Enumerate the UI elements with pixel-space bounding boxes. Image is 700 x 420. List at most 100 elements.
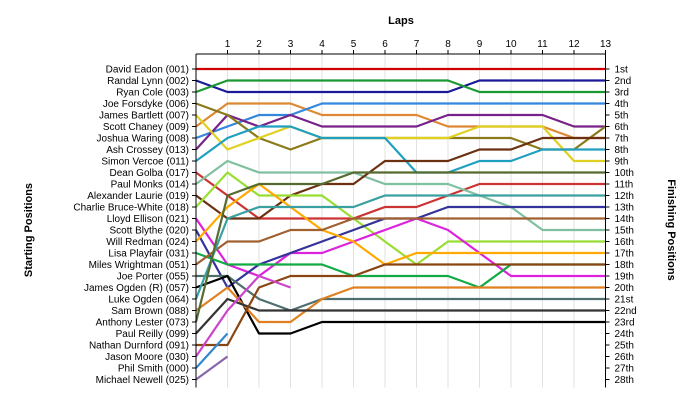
series-line <box>195 125 606 174</box>
finishing-position-label: 9th <box>615 157 629 168</box>
starting-position-label: James Bartlett (007) <box>99 111 189 122</box>
x-axis-title: Laps <box>388 15 414 27</box>
finishing-position-label: 13th <box>615 203 634 214</box>
series-lines <box>194 67 607 381</box>
series-line <box>195 79 606 94</box>
x-tick-label: 8 <box>445 39 451 50</box>
starting-position-label: Luke Ogden (064) <box>108 295 189 306</box>
finishing-position-labels: 1st2nd3rd4th5th6th7th8th9th10th11th12th1… <box>615 65 637 387</box>
x-tick-label: 5 <box>351 39 357 50</box>
finishing-position-label: 10th <box>615 168 634 179</box>
x-tick-label: 1 <box>225 39 231 50</box>
finishing-position-label: 27th <box>615 364 634 375</box>
finishing-position-label: 4th <box>615 99 629 110</box>
x-tick-label: 3 <box>288 39 294 50</box>
finishing-position-label: 6th <box>615 122 629 133</box>
finishing-position-label: 22nd <box>615 306 637 317</box>
finishing-position-label: 19th <box>615 272 634 283</box>
series-line <box>195 286 606 324</box>
finishing-position-label: 21st <box>615 295 634 306</box>
series-line <box>195 274 606 335</box>
right-axis-title: Finishing Positions <box>665 179 677 280</box>
starting-position-label: Paul Reilly (099) <box>116 329 189 340</box>
left-axis-title: Starting Positions <box>23 183 35 277</box>
series-line <box>195 332 229 369</box>
starting-position-label: Ryan Cole (003) <box>116 88 189 99</box>
starting-position-label: Ash Crossey (013) <box>106 145 189 156</box>
starting-position-label: Joe Forsdyke (006) <box>103 99 189 110</box>
starting-position-label: Randal Lynn (002) <box>107 76 189 87</box>
starting-position-label: Nathan Durnford (091) <box>89 341 189 352</box>
series-line <box>194 194 606 300</box>
finishing-position-label: 12th <box>615 191 634 202</box>
x-tick-label: 10 <box>505 39 517 50</box>
starting-position-label: Anthony Lester (073) <box>96 318 189 329</box>
x-tick-label: 4 <box>319 39 325 50</box>
finishing-position-label: 17th <box>615 249 634 260</box>
finishing-position-label: 24th <box>615 329 634 340</box>
finishing-position-label: 28th <box>615 375 634 386</box>
starting-position-label: Simon Vercoe (011) <box>101 157 189 168</box>
starting-position-label: Phil Smith (000) <box>118 364 189 375</box>
x-tick-labels: 1 2 3 4 5 6 7 8 9 10 11 12 13 <box>225 39 612 50</box>
finishing-position-label: 1st <box>615 65 629 76</box>
x-tick-label: 2 <box>256 39 262 50</box>
starting-position-label: James Ogden (R) (057) <box>84 283 189 294</box>
starting-position-label: Jason Moore (030) <box>105 352 189 363</box>
series-line <box>195 355 229 381</box>
series-line <box>195 136 606 220</box>
series-line <box>195 114 606 163</box>
series-line <box>195 102 606 140</box>
x-tick-label: 13 <box>600 39 612 50</box>
finishing-position-label: 18th <box>615 260 634 271</box>
starting-position-label: Charlie Bruce-White (018) <box>73 203 189 214</box>
starting-position-label: Michael Newell (025) <box>96 375 189 386</box>
starting-position-label: Miles Wrightman (051) <box>89 260 189 271</box>
series-line <box>194 171 606 323</box>
finishing-position-label: 26th <box>615 352 634 363</box>
finishing-position-label: 3rd <box>615 88 629 99</box>
finishing-position-label: 5th <box>615 111 629 122</box>
series-line <box>195 217 606 278</box>
x-tick-label: 11 <box>537 39 548 50</box>
axes <box>192 50 610 388</box>
series-line <box>195 159 606 232</box>
series-line <box>195 79 606 94</box>
finishing-position-label: 14th <box>615 214 634 225</box>
series-line <box>195 171 606 220</box>
finishing-position-label: 25th <box>615 341 634 352</box>
starting-position-label: Scott Blythe (020) <box>110 226 189 237</box>
starting-position-label: David Eadon (001) <box>106 65 189 76</box>
starting-position-label: Lloyd Ellison (021) <box>107 214 189 225</box>
finishing-position-label: 20th <box>615 283 634 294</box>
series-line <box>195 274 291 358</box>
finishing-position-label: 15th <box>615 226 634 237</box>
starting-position-label: Scott Chaney (009) <box>103 122 189 133</box>
series-line <box>195 171 606 266</box>
starting-position-label: Paul Monks (014) <box>111 180 189 191</box>
starting-position-label: Alexander Laurie (019) <box>87 191 189 202</box>
finishing-position-label: 2nd <box>615 76 632 87</box>
starting-position-label: Will Redman (024) <box>106 237 189 248</box>
starting-position-labels: David Eadon (001)Randal Lynn (002)Ryan C… <box>73 65 189 387</box>
series-line <box>195 113 606 151</box>
series-line <box>196 263 606 347</box>
x-tick-label: 9 <box>477 39 483 50</box>
finishing-position-label: 23rd <box>615 318 635 329</box>
starting-position-label: Joe Porter (055) <box>117 272 189 283</box>
starting-position-label: Lisa Playfair (031) <box>108 249 189 260</box>
series-line <box>195 182 606 266</box>
series-line <box>195 297 606 335</box>
finishing-position-label: 11th <box>615 180 634 191</box>
starting-position-label: Dean Golba (017) <box>110 168 190 179</box>
x-tick-label: 7 <box>414 39 420 50</box>
finishing-position-label: 16th <box>615 237 634 248</box>
series-line <box>196 274 606 312</box>
x-tick-label: 6 <box>382 39 388 50</box>
finishing-position-label: 8th <box>615 145 629 156</box>
finishing-position-label: 7th <box>615 134 629 145</box>
series-line <box>195 217 606 266</box>
starting-position-label: Sam Brown (088) <box>111 306 189 317</box>
starting-position-label: Joshua Waring (008) <box>97 134 189 145</box>
